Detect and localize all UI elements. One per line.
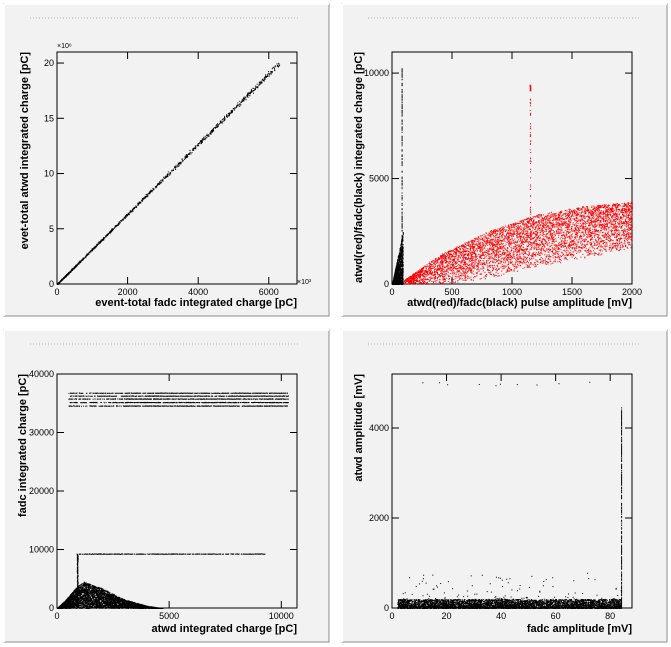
y-tick-label: 5 bbox=[49, 224, 54, 234]
x-axis-title: fadc amplitude [mV] bbox=[527, 623, 632, 635]
x-tick-label: 4000 bbox=[188, 287, 208, 297]
scatter-points bbox=[57, 392, 289, 609]
x-tick-label: 20 bbox=[442, 611, 452, 621]
y-tick-label: 0 bbox=[49, 279, 54, 289]
pad-2-amplitude-vs-charge: 0 500 1000 1500 2000 0 5000 10000 atwd(red)/fad… bbox=[341, 3, 668, 317]
x-axis-title: event-total fadc integrated charge [pC] bbox=[95, 297, 297, 309]
scatter-points bbox=[392, 68, 633, 285]
x-tick-label: 2000 bbox=[622, 287, 642, 297]
y-tick-label: 0 bbox=[49, 603, 54, 613]
y-tick-label: 0 bbox=[384, 279, 389, 289]
y-tick-label: 20 bbox=[44, 58, 54, 68]
pad-4-atwd-vs-fadc-amplitude: 0 20 40 60 80 0 2000 4000 fadc amplitude [mV] a… bbox=[341, 329, 668, 643]
y-tick-label: 10 bbox=[44, 169, 54, 179]
y-axis-title: atwd amplitude [mV] bbox=[353, 374, 365, 482]
x-tick-label: 500 bbox=[444, 287, 459, 297]
x-tick-label: 0 bbox=[54, 287, 59, 297]
axis-ticks: 0 500 1000 1500 2000 0 5000 10000 bbox=[364, 52, 642, 297]
series-points-atwd bbox=[404, 84, 633, 285]
y-tick-label: 40000 bbox=[29, 369, 54, 379]
x-exponent-label: ×10³ bbox=[297, 279, 312, 286]
x-axis-title: atwd(red)/fadc(black) pulse amplitude [m… bbox=[407, 297, 632, 309]
y-axis-title: atwd(red)/fadc(black) integrated charge … bbox=[353, 52, 365, 283]
y-tick-label: 5000 bbox=[369, 174, 389, 184]
axis-ticks: 0 20 40 60 80 0 2000 4000 bbox=[369, 374, 632, 621]
series-points-fadc bbox=[392, 68, 404, 285]
series-points bbox=[57, 392, 289, 609]
x-tick-label: 40 bbox=[496, 611, 506, 621]
y-tick-label: 10000 bbox=[364, 68, 389, 78]
pad-3-fadc-vs-atwd-charge: 0 5000 10000 0 10000 20000 30000 40000 atwd int… bbox=[3, 329, 330, 643]
scatter-points bbox=[57, 62, 281, 286]
y-axis-title: evet-total atwd integrated charge [pC] bbox=[19, 52, 31, 250]
plot-frame bbox=[391, 51, 633, 285]
plot-frame bbox=[56, 373, 298, 609]
y-tick-label: 20000 bbox=[29, 486, 54, 496]
x-axis-title: atwd integrated charge [pC] bbox=[152, 623, 298, 635]
y-tick-label: 10000 bbox=[29, 545, 54, 555]
y-tick-label: 4000 bbox=[369, 423, 389, 433]
x-tick-label: 10000 bbox=[269, 611, 294, 621]
x-tick-label: 0 bbox=[389, 287, 394, 297]
x-tick-label: 1000 bbox=[502, 287, 522, 297]
pad-1-charge-correlation: 0 2000 4000 6000 0 5 10 15 20 ×10³ ×10⁶ event-to… bbox=[3, 3, 330, 317]
x-tick-label: 1500 bbox=[562, 287, 582, 297]
y-tick-label: 15 bbox=[44, 113, 54, 123]
series-points bbox=[57, 62, 281, 286]
x-tick-label: 60 bbox=[551, 611, 561, 621]
y-tick-label: 30000 bbox=[29, 428, 54, 438]
plot-frame bbox=[391, 373, 633, 609]
y-tick-label: 0 bbox=[384, 603, 389, 613]
x-tick-label: 5000 bbox=[159, 611, 179, 621]
x-tick-label: 6000 bbox=[259, 287, 279, 297]
x-tick-label: 0 bbox=[54, 611, 59, 621]
y-tick-label: 2000 bbox=[369, 513, 389, 523]
y-axis-title: fadc integrated charge [pC] bbox=[17, 374, 29, 517]
x-tick-label: 2000 bbox=[118, 287, 138, 297]
y-exponent-label: ×10⁶ bbox=[57, 43, 72, 50]
x-tick-label: 80 bbox=[605, 611, 615, 621]
axis-ticks: 0 2000 4000 6000 0 5 10 15 20 bbox=[44, 52, 297, 297]
x-tick-label: 0 bbox=[389, 611, 394, 621]
axis-ticks: 0 5000 10000 0 10000 20000 30000 40000 bbox=[29, 369, 297, 621]
